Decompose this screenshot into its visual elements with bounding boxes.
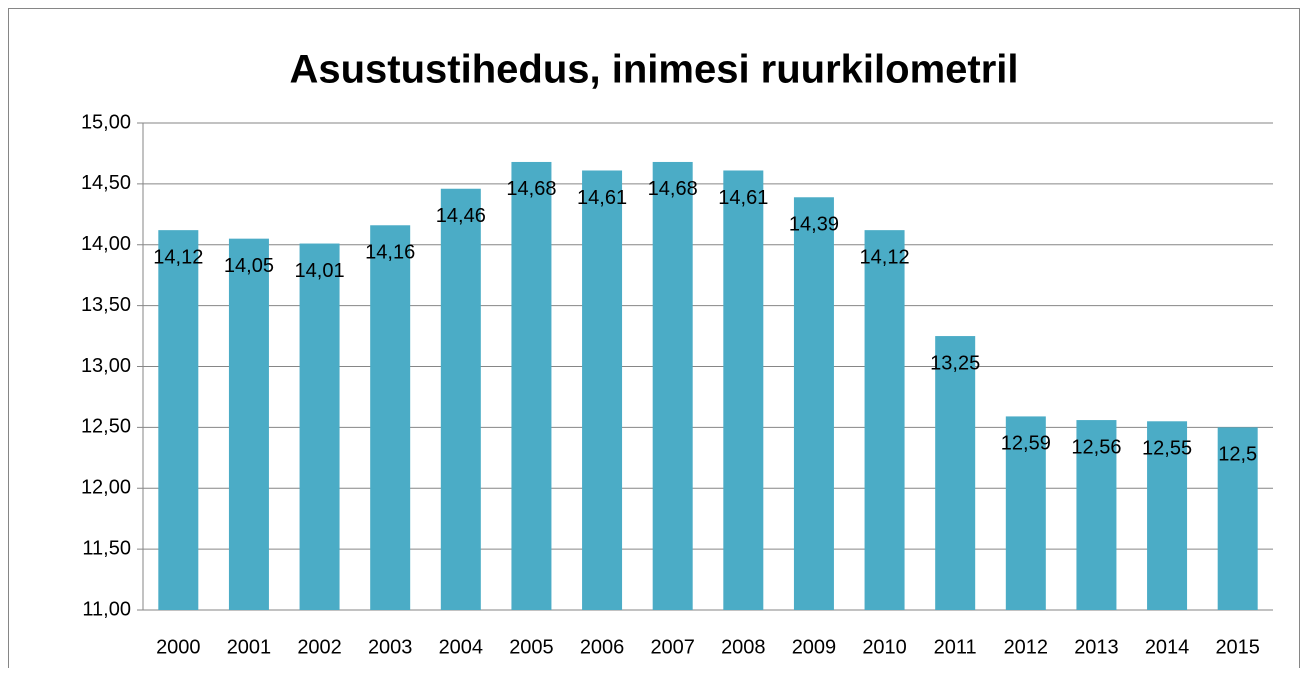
bar (370, 225, 411, 610)
data-label: 14,12 (153, 246, 203, 268)
y-tick-label: 12,50 (81, 416, 131, 438)
x-tick-label: 2000 (156, 636, 201, 658)
x-tick-label: 2006 (580, 636, 625, 658)
x-tick-label: 2003 (368, 636, 413, 658)
bar (511, 161, 552, 610)
bar (864, 230, 905, 610)
x-tick-label: 2015 (1215, 636, 1260, 658)
bar (935, 336, 976, 610)
bar (1076, 420, 1117, 610)
y-tick-label: 15,00 (81, 111, 131, 133)
x-tick-label: 2004 (439, 636, 484, 658)
y-tick-label: 11,00 (82, 598, 131, 620)
data-label: 14,68 (648, 178, 698, 200)
bar (723, 170, 764, 611)
bar (228, 238, 269, 610)
data-label: 14,01 (295, 260, 345, 282)
y-tick-label: 14,50 (81, 172, 131, 194)
x-tick-label: 2005 (509, 636, 554, 658)
bar (440, 188, 481, 610)
y-tick-label: 11,50 (82, 537, 131, 559)
data-label: 12,56 (1071, 436, 1121, 458)
data-label: 13,25 (930, 352, 980, 374)
chart-title: Asustustihedus, inimesi ruurkilometril (289, 48, 1018, 92)
data-label: 12,59 (1001, 433, 1051, 455)
x-tick-label: 2011 (934, 636, 977, 658)
data-label: 14,39 (789, 214, 839, 236)
bar (299, 243, 340, 610)
bar (1005, 416, 1046, 610)
data-label: 12,5 (1218, 444, 1257, 466)
x-tick-label: 2014 (1145, 636, 1190, 658)
data-label: 14,46 (436, 205, 486, 227)
x-tick-label: 2008 (721, 636, 766, 658)
bar (1147, 421, 1188, 610)
y-tick-label: 12,00 (81, 477, 131, 499)
x-tick-label: 2010 (862, 636, 907, 658)
x-tick-label: 2013 (1074, 636, 1119, 658)
y-tick-label: 14,00 (81, 233, 131, 255)
data-label: 14,12 (860, 246, 910, 268)
x-tick-label: 2009 (792, 636, 837, 658)
data-label: 14,16 (365, 242, 415, 264)
x-tick-label: 2002 (297, 636, 342, 658)
bar (793, 197, 834, 610)
y-tick-label: 13,00 (81, 355, 131, 377)
bar (582, 170, 623, 611)
data-label: 14,68 (506, 178, 556, 200)
y-tick-label: 13,50 (81, 294, 131, 316)
x-tick-label: 2012 (1004, 636, 1049, 658)
data-label: 14,61 (718, 187, 768, 209)
data-label: 12,55 (1142, 438, 1192, 460)
data-label: 14,61 (577, 187, 627, 209)
bar (158, 230, 199, 610)
bar (1217, 427, 1258, 610)
x-tick-label: 2007 (650, 636, 695, 658)
bar (652, 161, 693, 610)
data-label: 14,05 (224, 255, 274, 277)
x-tick-label: 2001 (227, 636, 272, 658)
